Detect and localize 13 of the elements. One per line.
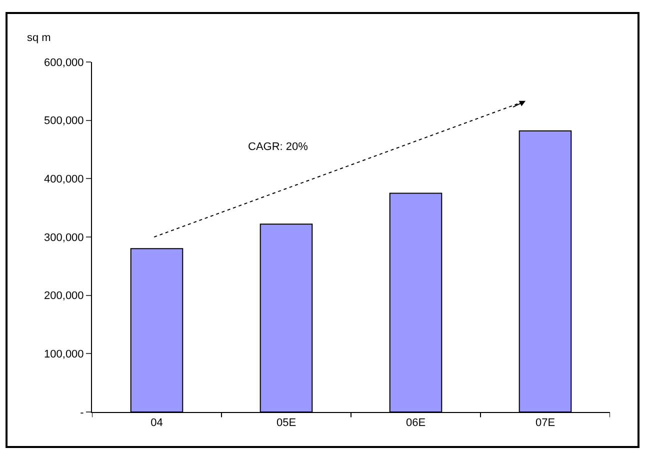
annotation: CAGR: 20% — [248, 141, 308, 153]
y-tick-label: - — [80, 406, 84, 419]
y-tick-label: 400,000 — [44, 174, 84, 186]
x-tick-label: 07E — [535, 417, 556, 430]
y-tick-label: 300,000 — [44, 232, 84, 244]
y-tick-label: 500,000 — [44, 115, 84, 128]
x-tick-label: 06E — [406, 417, 426, 430]
y-tick-label: 600,000 — [44, 56, 84, 69]
x-tick-label: 05E — [276, 417, 296, 430]
y-tick-label: 200,000 — [44, 290, 84, 302]
y-axis-title: sq m — [27, 32, 51, 44]
x-tick-label: 04 — [150, 417, 163, 430]
y-tick-label: 100,000 — [44, 348, 84, 361]
